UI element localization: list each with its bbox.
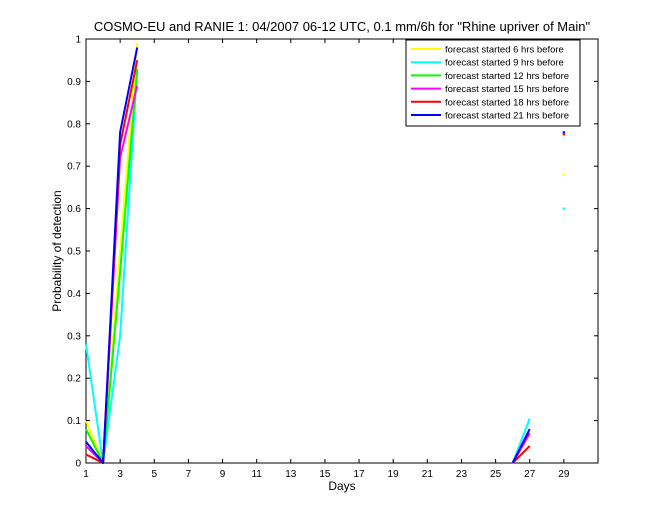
- x-tick-label: 13: [285, 469, 297, 480]
- legend-box: [405, 39, 581, 127]
- y-tick-label: 0.5: [67, 247, 81, 258]
- y-tick-label: 0.8: [67, 119, 81, 130]
- y-tick-label: 0.4: [67, 289, 81, 300]
- legend-entry: forecast started 21 hrs before: [445, 111, 569, 122]
- y-tick-label: 1: [75, 35, 81, 46]
- x-tick-label: 3: [117, 469, 123, 480]
- x-tick-label: 9: [220, 469, 226, 480]
- x-axis-title: Days: [328, 479, 355, 493]
- y-tick-label: 0: [75, 459, 81, 470]
- series-line-6: [511, 428, 531, 464]
- legend-entry: forecast started 18 hrs before: [445, 97, 569, 108]
- y-tick-label: 0.9: [67, 77, 81, 88]
- legend-entry: forecast started 12 hrs before: [445, 71, 569, 82]
- x-tick-label: 25: [490, 469, 502, 480]
- legend-entry: forecast started 15 hrs before: [445, 84, 569, 95]
- y-tick-label: 0.7: [67, 162, 81, 173]
- series-line-2: [85, 68, 139, 464]
- legend-entry: forecast started 9 hrs before: [445, 58, 564, 69]
- x-ticks: 1 3 5 7 9 11 13 15 17 19 21 23 25 27 29: [83, 39, 570, 480]
- x-tick-label: 15: [319, 469, 331, 480]
- x-tick-label: 23: [456, 469, 468, 480]
- x-tick-label: 29: [558, 469, 570, 480]
- y-axis-title: Probability of detection: [50, 190, 64, 311]
- x-tick-label: 17: [354, 469, 366, 480]
- x-tick-label: 19: [388, 469, 400, 480]
- legend: forecast started 6 hrs before forecast st…: [405, 39, 581, 127]
- y-tick-label: 0.6: [67, 204, 81, 215]
- legend-entry: forecast started 6 hrs before: [445, 45, 564, 56]
- x-tick-label: 21: [422, 469, 434, 480]
- y-ticks: 0 0.1 0.2 0.3 0.4 0.5 0.6 0.7 0.8 0.9 1: [67, 35, 598, 470]
- x-tick-label: 1: [83, 469, 89, 480]
- series-line-6: [85, 47, 139, 464]
- x-tick-label: 11: [251, 469, 262, 480]
- x-tick-label: 7: [186, 469, 192, 480]
- x-tick-label: 5: [151, 469, 157, 480]
- chart-title: COSMO-EU and RANIE 1: 04/2007 06-12 UTC,…: [94, 19, 591, 34]
- series-line-5: [511, 445, 531, 464]
- y-tick-label: 0.3: [67, 331, 81, 342]
- x-tick-label: 27: [524, 469, 536, 480]
- series-line-3: [85, 68, 139, 464]
- y-tick-label: 0.2: [67, 374, 81, 385]
- y-tick-label: 0.1: [67, 416, 81, 427]
